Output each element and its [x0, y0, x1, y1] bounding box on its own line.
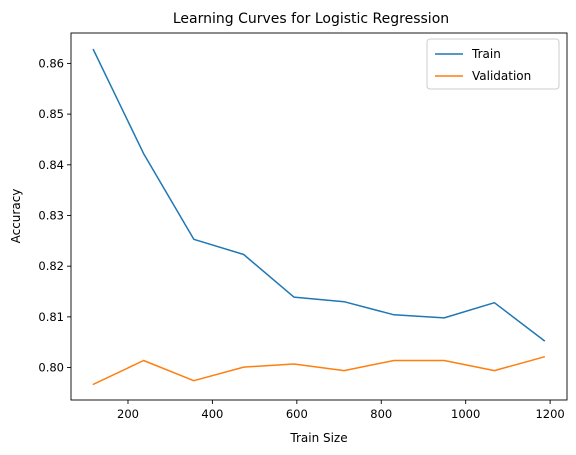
- x-axis-label: Train Size: [289, 431, 347, 445]
- series-line-train: [92, 48, 546, 342]
- legend-label-train: Train: [471, 47, 501, 61]
- x-tick-label: 800: [370, 407, 392, 421]
- series-lines: [92, 48, 546, 386]
- legend-label-validation: Validation: [472, 69, 531, 83]
- x-tick-label: 600: [286, 407, 308, 421]
- series-line-validation: [92, 355, 546, 386]
- legend: Train Validation: [426, 38, 560, 90]
- plot-area: [71, 33, 567, 400]
- x-tick-label: 1000: [451, 407, 480, 421]
- y-tick-label: 0.80: [38, 361, 64, 375]
- y-tick-label: 0.82: [38, 259, 64, 273]
- y-tick-label: 0.85: [38, 107, 64, 121]
- y-tick-label: 0.83: [38, 208, 64, 222]
- y-tick-label: 0.86: [38, 56, 64, 70]
- plot-frame: [70, 32, 568, 401]
- x-tick-label: 400: [201, 407, 223, 421]
- x-tick-label: 1200: [535, 407, 564, 421]
- chart-title: Learning Curves for Logistic Regression: [173, 11, 449, 27]
- y-tick-label: 0.84: [38, 158, 64, 172]
- axis-ticks: 200 400 600 800 1000 1200 0.80 0.81 0.82 0.83 0.84…: [38, 56, 564, 421]
- x-tick-label: 200: [117, 407, 139, 421]
- y-tick-label: 0.81: [38, 310, 64, 324]
- y-axis-label: Accuracy: [9, 189, 23, 244]
